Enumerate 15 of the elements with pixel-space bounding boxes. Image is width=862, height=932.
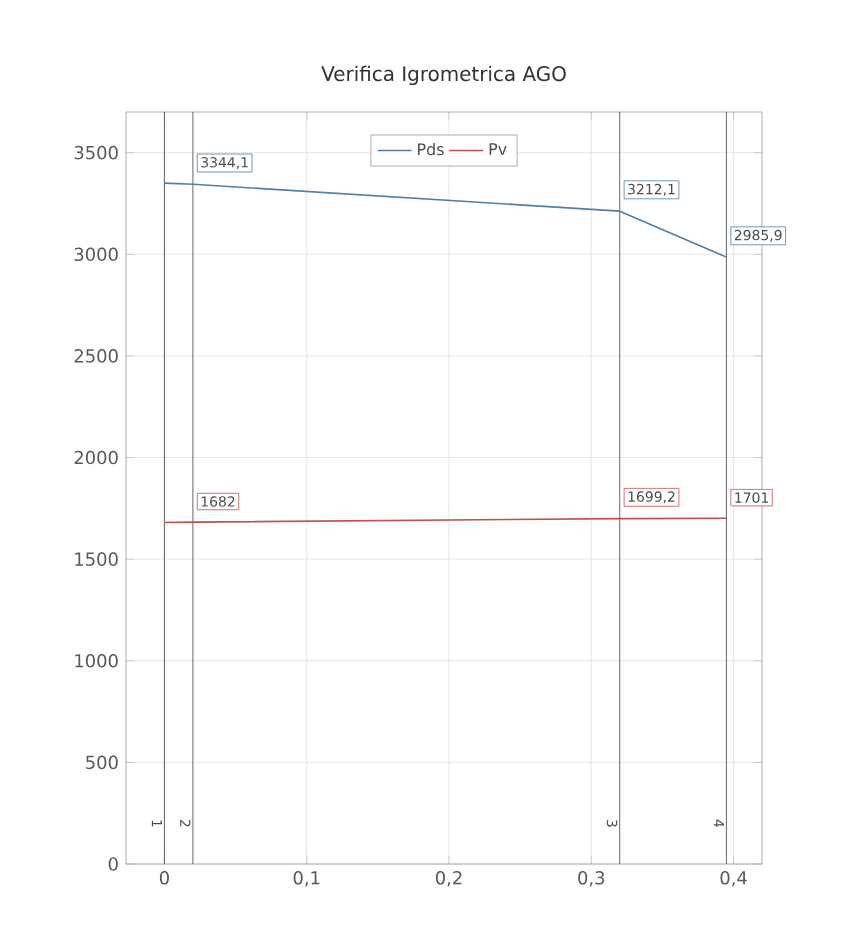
- x-tick-label: 0: [159, 871, 169, 885]
- y-tick-label: 3000: [74, 247, 118, 262]
- y-tick-label: 1000: [75, 653, 118, 668]
- x-tick-label: 0,4: [720, 871, 747, 887]
- chart-title: Verifica Igrometrica AGO: [321, 65, 566, 86]
- x-tick-label: 0,3: [578, 871, 605, 887]
- x-tick-label: 0,2: [435, 871, 462, 887]
- y-tick-label: 2000: [74, 450, 118, 465]
- y-tick-label: 3500: [74, 145, 118, 160]
- y-tick-label: 1500: [75, 552, 118, 566]
- x-tick-label: 0,1: [293, 871, 320, 887]
- y-tick-label: 2500: [74, 349, 118, 363]
- y-tick-label: 500: [86, 755, 118, 770]
- line-series: [163, 182, 728, 258]
- y-tick-label: 0: [108, 857, 118, 871]
